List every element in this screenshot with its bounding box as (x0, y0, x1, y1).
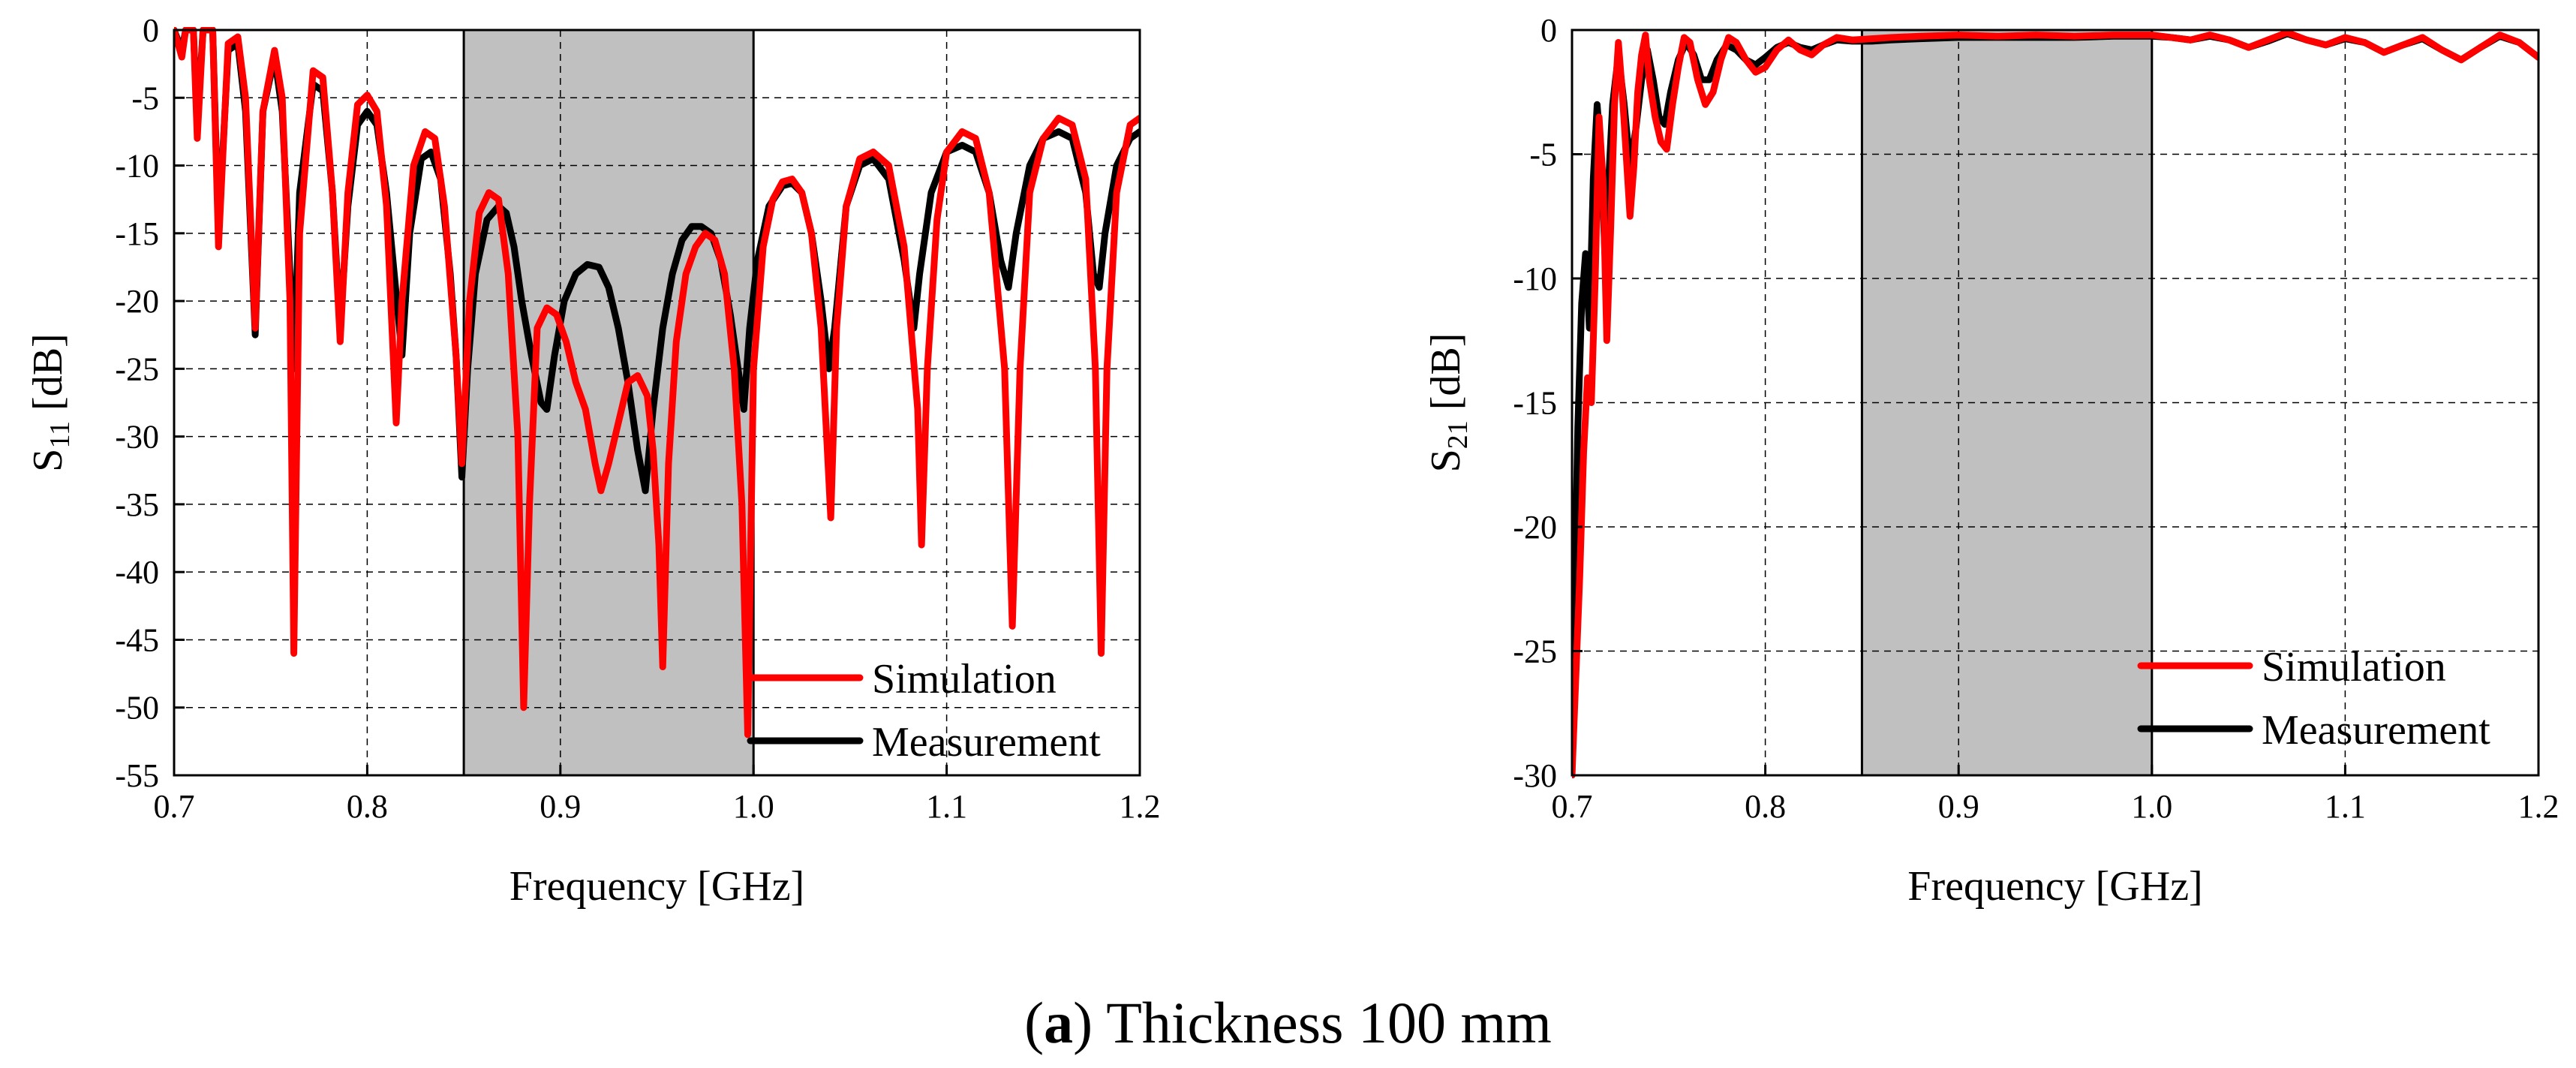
series-line-simulation (1572, 29, 2538, 778)
y-tick-label: 0 (1540, 12, 1557, 49)
y-tick-label: -30 (1513, 757, 1557, 794)
y-tick-label: -15 (115, 215, 159, 252)
y-tick-label: -10 (1513, 260, 1557, 297)
y-tick-label: -25 (115, 350, 159, 387)
x-tick-label: 0.8 (1745, 788, 1786, 825)
x-tick-label: 0.7 (1552, 788, 1593, 825)
series-line-simulation (174, 27, 1140, 739)
x-tick-label: 1.2 (2518, 788, 2559, 825)
chart-s21: Simulation Measurement 0.7 0.8 0.9 1.0 1.1 1.2 0… (1423, 12, 2559, 910)
y-axis-title-subscript: 21 (1442, 420, 1474, 449)
y-axis-title-main: S (1423, 449, 1469, 472)
x-tick-label: 1.1 (926, 788, 967, 825)
y-tick-label: -20 (115, 283, 159, 320)
y-tick-label: -35 (115, 486, 159, 523)
y-axis-title: S21 [dB] (1423, 333, 1474, 473)
y-tick-label: -45 (115, 621, 159, 658)
y-axis-title-subscript: 11 (44, 421, 76, 449)
y-axis-title-unit: [dB] (25, 333, 71, 421)
y-tick-label: -55 (115, 757, 159, 794)
plot-frame (173, 29, 1141, 777)
legend-label-simulation: Simulation (2262, 644, 2446, 690)
x-tick-label: 1.0 (733, 788, 774, 825)
y-axis-title: S11 [dB] (25, 333, 76, 471)
x-tick-label: 1.0 (2131, 788, 2172, 825)
figure-caption: (a) Thickness 100 mm (0, 989, 2576, 1057)
y-tick-label: -50 (115, 690, 159, 727)
x-tick-label: 0.9 (1938, 788, 1979, 825)
legend: Simulation Measurement (2137, 644, 2490, 754)
y-tick-label: -40 (115, 554, 159, 591)
x-axis-title: Frequency [GHz] (1907, 863, 2202, 910)
legend-label-measurement: Measurement (2262, 707, 2490, 754)
y-tick-label: -25 (1513, 633, 1557, 670)
caption-text: Thickness 100 mm (1093, 990, 1552, 1055)
y-tick-label: -5 (131, 80, 159, 116)
caption-open-paren: ( (1024, 990, 1045, 1055)
shaded-band (464, 30, 754, 775)
y-tick-label: 0 (143, 12, 159, 49)
x-tick-label: 1.2 (1120, 788, 1161, 825)
chart-s11: Simulation Measurement 0.7 0.8 0.9 1.0 1.1 1.2 0… (25, 12, 1161, 910)
y-axis-title-unit: [dB] (1423, 333, 1469, 421)
x-tick-label: 1.1 (2325, 788, 2366, 825)
x-tick-label: 0.8 (347, 788, 388, 825)
y-axis-title-main: S (25, 449, 71, 472)
y-tick-label: -10 (115, 148, 159, 185)
x-tick-label: 0.7 (154, 788, 195, 825)
x-tick-label: 0.9 (540, 788, 581, 825)
y-tick-label: -30 (115, 419, 159, 456)
y-tick-label: -5 (1529, 137, 1557, 173)
caption-close-paren: ) (1073, 990, 1093, 1055)
legend-label-simulation: Simulation (872, 656, 1057, 702)
legend: Simulation Measurement (747, 656, 1101, 766)
y-tick-label: -15 (1513, 385, 1557, 422)
x-axis-title: Frequency [GHz] (509, 863, 804, 910)
y-tick-label: -20 (1513, 509, 1557, 546)
legend-label-measurement: Measurement (872, 719, 1101, 766)
caption-letter: a (1044, 990, 1074, 1055)
